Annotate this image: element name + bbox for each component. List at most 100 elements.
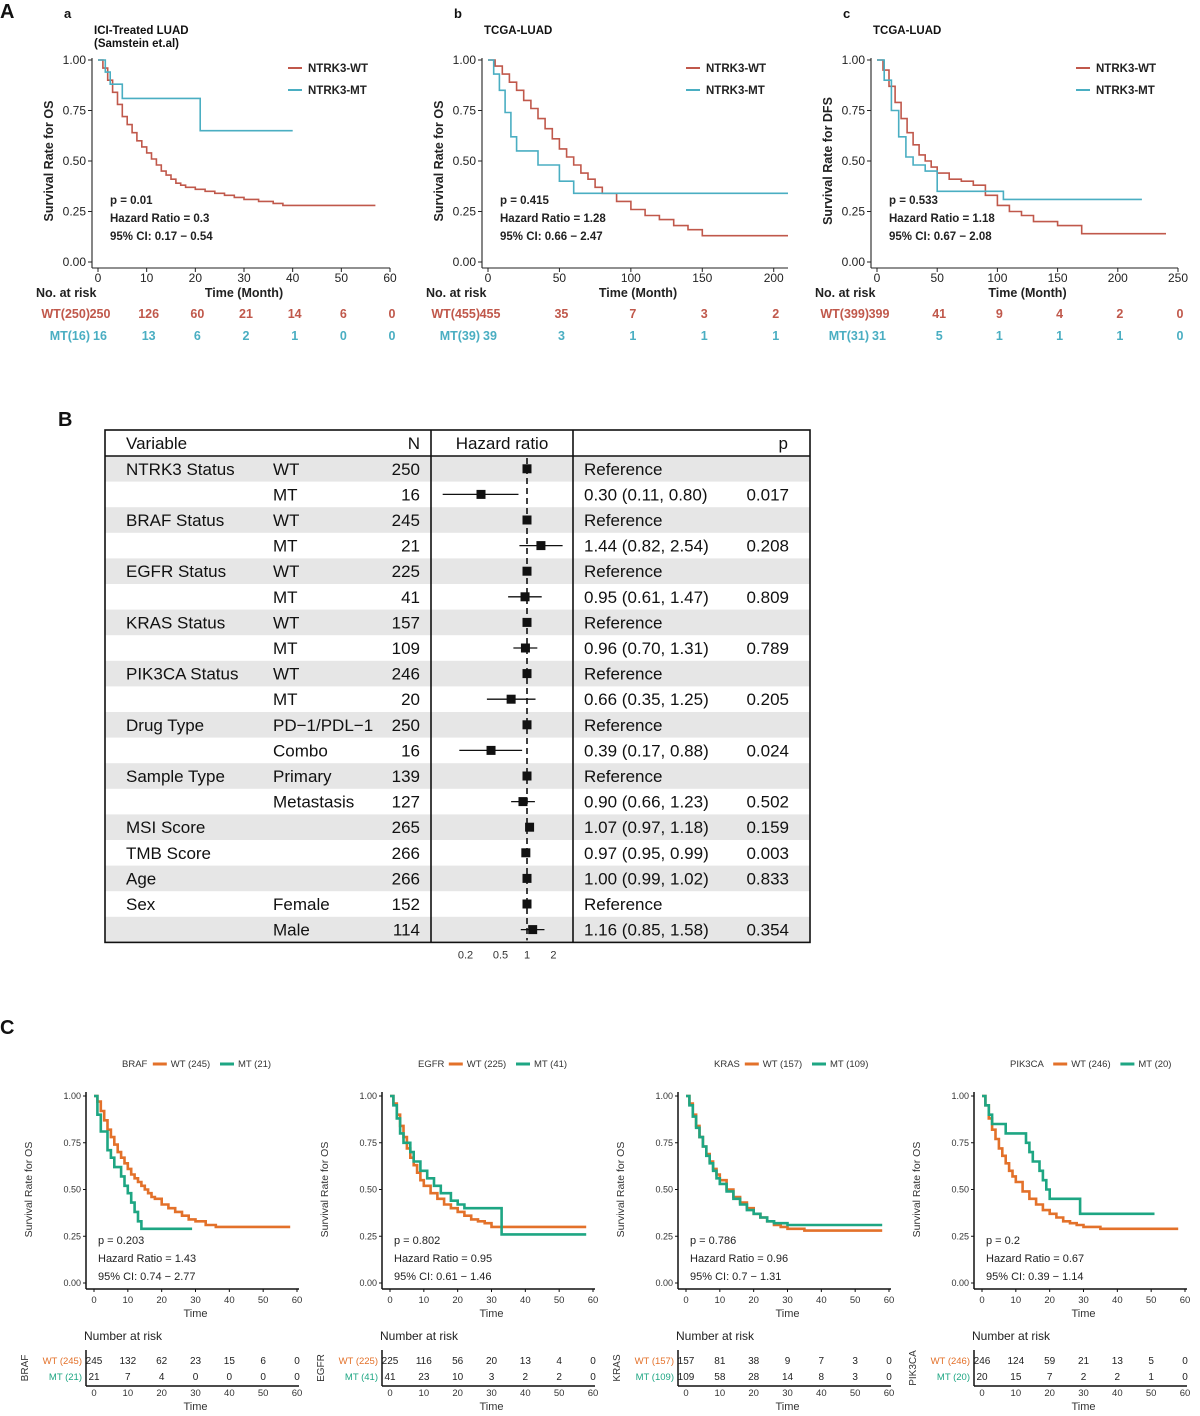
C-PIK3CA-x-tick-label: 40 <box>1112 1295 1123 1306</box>
forest-n: 246 <box>392 665 420 684</box>
A-c-curve-wt <box>877 59 1166 235</box>
C-PIK3CA-risk-value: 124 <box>1007 1356 1024 1367</box>
A-c-curve-mt <box>877 59 1142 201</box>
C-EGFR-risk-x-label: Time <box>479 1401 503 1413</box>
C-EGFR-risk-value: 4 <box>556 1356 562 1367</box>
C-EGFR-stat: p = 0.802 <box>394 1235 440 1247</box>
C-BRAF-x-tick-label: 40 <box>224 1295 235 1306</box>
C-PIK3CA-x-tick-label: 0 <box>979 1295 984 1306</box>
forest-variable: Sex <box>126 895 156 914</box>
C-EGFR-stat: Hazard Ratio = 0.95 <box>394 1253 492 1265</box>
A-b-x-label: Time (Month) <box>599 286 677 300</box>
A-a-risk-value: 0 <box>340 329 347 343</box>
forest-estimate: Reference <box>584 562 662 581</box>
C-KRAS-risk-x-tick-label: 10 <box>715 1388 726 1399</box>
C-PIK3CA-risk-label: MT (20) <box>937 1372 970 1383</box>
forest-level: WT <box>273 562 299 581</box>
forest-level: Combo <box>273 741 328 760</box>
C-PIK3CA-x-tick-label: 30 <box>1078 1295 1089 1306</box>
forest-point <box>525 822 535 832</box>
forest-variable: Drug Type <box>126 716 204 735</box>
C-KRAS-y-tick-label: 0.50 <box>655 1185 673 1195</box>
forest-variable: TMB Score <box>126 844 211 863</box>
C-EGFR-legend-label: WT (225) <box>467 1059 506 1070</box>
forest-header-hazard-ratio: Hazard ratio <box>456 434 549 453</box>
A-a-y-label: Survival Rate for OS <box>42 101 56 222</box>
A-b-y-tick-label: 0.25 <box>453 205 477 219</box>
forest-level: Female <box>273 895 330 914</box>
forest-variable: NTRK3 Status <box>126 460 235 479</box>
A-c-y-tick-label: 0.75 <box>842 104 866 118</box>
C-EGFR-risk-value: 10 <box>452 1372 464 1383</box>
C-PIK3CA-risk-value: 246 <box>974 1356 991 1367</box>
C-EGFR-risk-x-tick-label: 50 <box>554 1388 565 1399</box>
C-PIK3CA-legend-label: MT (20) <box>1138 1059 1171 1070</box>
C-KRAS-risk-value: 81 <box>714 1356 726 1367</box>
forest-table-border <box>104 429 811 944</box>
A-a-title: (Samstein et.al) <box>94 38 179 50</box>
C-PIK3CA-x-label: Time <box>1071 1308 1095 1320</box>
C-BRAF-x-tick-label: 10 <box>123 1295 134 1306</box>
forest-level: PD−1/PDL−1 <box>273 716 373 735</box>
forest-level: WT <box>273 460 299 479</box>
C-BRAF-x-tick-label: 60 <box>292 1295 303 1306</box>
C-KRAS-chart: KRAS WT (157) MT (109) 0.00 0.25 0.50 0.75 1.00… <box>612 1059 894 1413</box>
forest-n: 41 <box>401 588 420 607</box>
forest-variable: BRAF Status <box>126 511 224 530</box>
A-a-y-tick-label: 0.50 <box>63 154 87 168</box>
A-b-y-label: Survival Rate for OS <box>432 101 446 222</box>
A-b-stat: p = 0.415 <box>500 195 550 207</box>
C-PIK3CA-x-tick-label: 60 <box>1180 1295 1191 1306</box>
C-KRAS-risk-x-tick-label: 30 <box>782 1388 793 1399</box>
A-b-risk-label: MT(39) <box>440 329 480 343</box>
A-a-letter: a <box>64 6 72 21</box>
A-c-letter: c <box>843 6 850 21</box>
C-PIK3CA-y-tick-label: 0.25 <box>951 1231 969 1241</box>
forest-axis-tick: 0.2 <box>458 949 473 961</box>
C-KRAS-y-tick-label: 0.75 <box>655 1138 673 1148</box>
C-EGFR-y-label: Survival Rate for OS <box>319 1142 331 1238</box>
C-PIK3CA-risk-value: 0 <box>1182 1372 1188 1383</box>
C-BRAF-chart: BRAF WT (245) MT (21) 0.00 0.25 0.50 0.75 1.00 0… <box>20 1059 302 1413</box>
C-PIK3CA-risk-x-tick-label: 40 <box>1112 1388 1123 1399</box>
C-EGFR-risk-x-tick-label: 20 <box>452 1388 463 1399</box>
C-KRAS-x-tick-label: 10 <box>715 1295 726 1306</box>
A-c-y-tick-label: 1.00 <box>842 53 866 67</box>
A-a-risk-value: 0 <box>389 329 396 343</box>
forest-estimate: Reference <box>584 460 662 479</box>
C-EGFR-y-tick-label: 0.00 <box>359 1278 377 1288</box>
forest-p-value: 0.024 <box>746 741 789 760</box>
forest-axis-tick: 0.5 <box>493 949 508 961</box>
C-BRAF-stat: p = 0.203 <box>98 1235 144 1247</box>
C-PIK3CA-risk-x-tick-label: 0 <box>979 1388 984 1399</box>
C-KRAS-risk-value: 0 <box>886 1356 892 1367</box>
C-KRAS-risk-label: WT (157) <box>635 1356 674 1367</box>
C-BRAF-x-tick-label: 0 <box>91 1295 96 1306</box>
C-KRAS-gene-label: KRAS <box>714 1059 740 1070</box>
C-EGFR-risk-x-tick-label: 0 <box>387 1388 392 1399</box>
A-b-curve-mt <box>488 59 788 195</box>
forest-estimate: 0.66 (0.35, 1.25) <box>584 690 709 709</box>
C-KRAS-risk-value: 109 <box>678 1372 695 1383</box>
C-EGFR-risk-value: 2 <box>556 1372 562 1383</box>
C-EGFR-risk-value: 23 <box>418 1372 430 1383</box>
forest-level: WT <box>273 613 299 632</box>
C-EGFR-risk-value: 0 <box>590 1356 596 1367</box>
C-KRAS-legend-label: MT (109) <box>830 1059 868 1070</box>
forest-point <box>521 848 531 858</box>
A-c-y-tick-label: 0.25 <box>842 205 866 219</box>
C-PIK3CA-risk-title: Number at risk <box>972 1329 1051 1343</box>
panel-letter-b: B <box>58 409 72 431</box>
forest-p-value: 0.354 <box>746 921 789 940</box>
C-BRAF-y-label: Survival Rate for OS <box>23 1142 35 1238</box>
C-KRAS-risk-value: 3 <box>852 1372 858 1383</box>
forest-point <box>522 771 532 781</box>
A-a-x-tick-label: 60 <box>383 271 397 285</box>
A-b-risk-value: 1 <box>629 329 636 343</box>
A-c-x-tick-label: 150 <box>1048 271 1068 285</box>
forest-row-stripe <box>105 609 810 636</box>
C-PIK3CA-risk-value: 2 <box>1081 1372 1087 1383</box>
C-EGFR-x-tick-label: 50 <box>554 1295 565 1306</box>
A-b-risk-value: 1 <box>701 329 708 343</box>
C-BRAF-legend-label: WT (245) <box>171 1059 210 1070</box>
